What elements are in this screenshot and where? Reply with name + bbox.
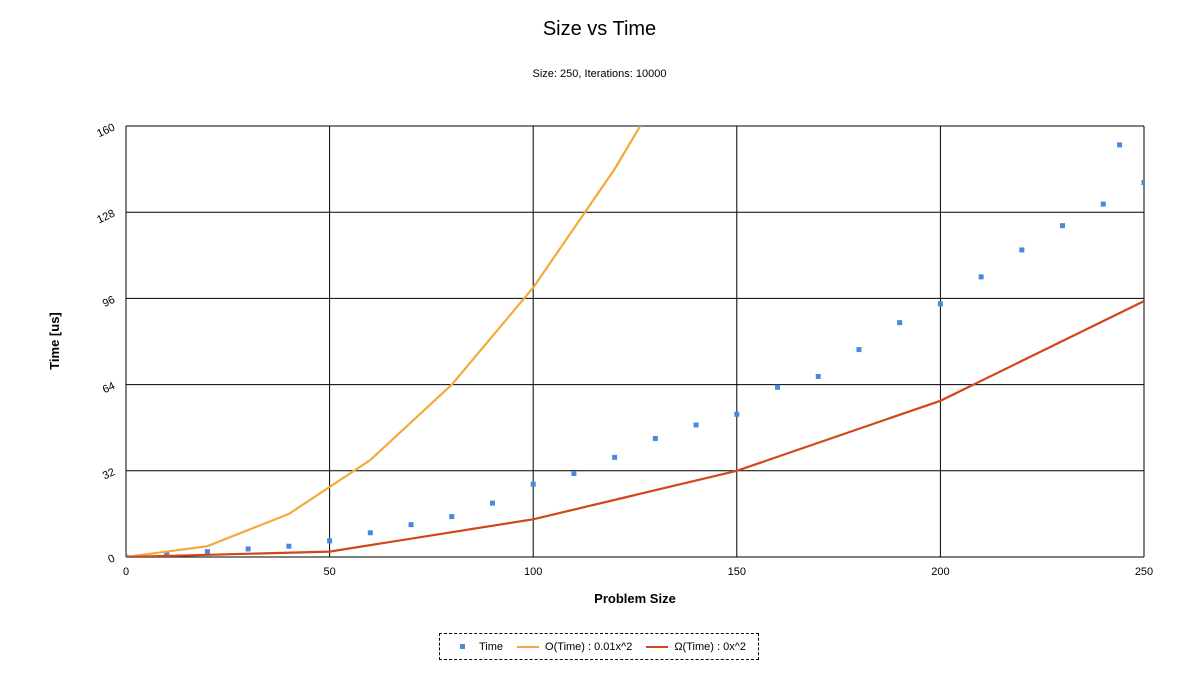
legend-item-lower-bound: Ω(Time) : 0x^2 (646, 641, 746, 653)
data-point (815, 374, 821, 380)
data-point (530, 481, 536, 487)
y-axis-label: Time [us] (47, 312, 62, 370)
data-point (489, 500, 495, 506)
legend-item-time: Time (452, 641, 503, 653)
x-tick-label: 50 (323, 566, 335, 578)
y-tick-label: 128 (95, 208, 117, 227)
data-point (775, 384, 781, 390)
y-tick-label: 96 (101, 294, 117, 310)
legend-label-lower-bound: Ω(Time) : 0x^2 (674, 640, 746, 653)
chart-title: Size vs Time (542, 18, 657, 40)
data-point (164, 551, 170, 557)
x-tick-label: 100 (524, 566, 542, 578)
data-point (652, 435, 658, 441)
data-point (245, 546, 251, 552)
data-point (612, 454, 618, 460)
data-point (734, 411, 740, 417)
chart-legend: Time O(Time) : 0.01x^2 Ω(Time) : 0x^2 (439, 633, 759, 660)
data-point (937, 301, 943, 307)
x-tick-label: 200 (931, 566, 949, 578)
data-point (286, 543, 292, 549)
legend-marker-upper-bound (517, 645, 540, 648)
data-point (1100, 201, 1106, 207)
chart-subtitle: Size: 250, Iterations: 10000 (532, 68, 667, 80)
x-tick-label: 0 (123, 566, 129, 578)
legend-label-time: Time (479, 640, 504, 653)
y-tick-label: 160 (95, 121, 117, 140)
legend-marker-lower-bound (646, 645, 669, 648)
data-point (571, 470, 577, 476)
data-point (367, 530, 373, 536)
plot-marks (126, 126, 1144, 557)
data-point (1117, 142, 1123, 148)
data-point (856, 347, 862, 353)
data-point (1141, 180, 1144, 186)
x-tick-label: 150 (728, 566, 746, 578)
legend-label-upper-bound: O(Time) : 0.01x^2 (545, 640, 633, 653)
series-line (126, 300, 1144, 557)
series-line (126, 126, 642, 557)
y-tick-label: 64 (101, 380, 117, 396)
legend-item-upper-bound: O(Time) : 0.01x^2 (517, 641, 632, 653)
plot-grid (125, 125, 1145, 558)
data-point (408, 522, 414, 528)
data-point (897, 320, 903, 326)
data-point (693, 422, 699, 428)
data-point (327, 538, 333, 544)
data-point (1019, 247, 1025, 253)
axis-ticks: 0 50 100 150 200 250 0 32 64 96 128 160 (95, 121, 1153, 578)
x-tick-label: 250 (1135, 566, 1153, 578)
legend-marker-time (460, 644, 465, 649)
y-tick-label: 0 (106, 552, 117, 565)
data-point (449, 514, 455, 520)
y-tick-label: 32 (101, 466, 117, 482)
x-axis-label: Problem Size (594, 591, 676, 606)
data-point (1060, 223, 1066, 229)
data-point (204, 549, 210, 555)
data-point (978, 274, 984, 280)
